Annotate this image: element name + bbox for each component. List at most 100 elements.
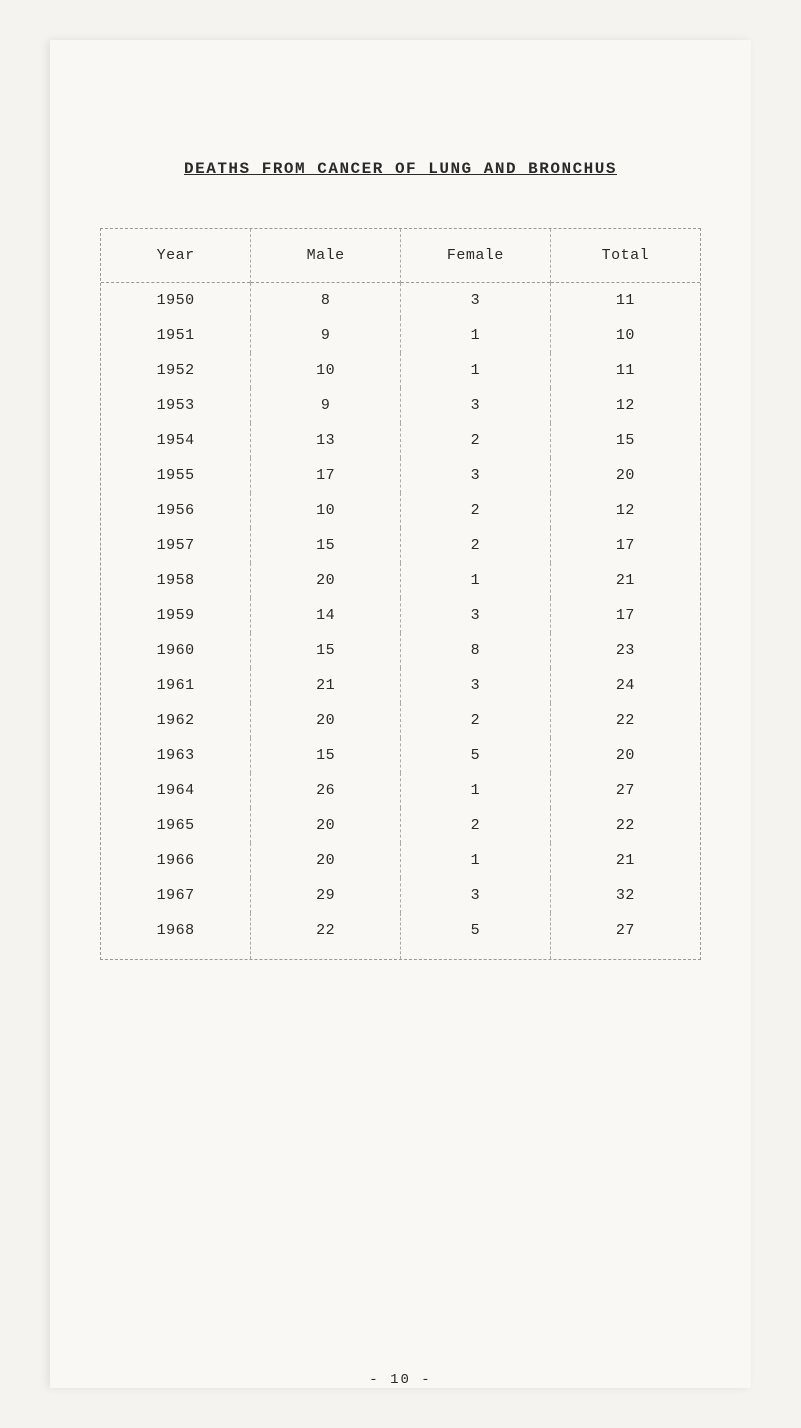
cell-total: 22 [550,703,700,738]
cell-female: 3 [401,878,551,913]
table-body: 1950 8 3 11 1951 9 1 10 1952 10 1 11 [101,283,700,960]
cell-female: 1 [401,773,551,808]
cell-female: 3 [401,283,551,319]
cell-total: 12 [550,493,700,528]
cell-year: 1962 [101,703,251,738]
table-row: 1966 20 1 21 [101,843,700,878]
cell-female: 3 [401,598,551,633]
cell-male: 20 [251,563,401,598]
cell-year: 1966 [101,843,251,878]
cell-total: 24 [550,668,700,703]
cell-male: 9 [251,388,401,423]
cell-male: 9 [251,318,401,353]
table-row: 1956 10 2 12 [101,493,700,528]
cell-male: 8 [251,283,401,319]
cell-male: 14 [251,598,401,633]
table-row: 1950 8 3 11 [101,283,700,319]
cell-year: 1957 [101,528,251,563]
cell-female: 2 [401,528,551,563]
table-row: 1951 9 1 10 [101,318,700,353]
cell-year: 1958 [101,563,251,598]
cell-female: 2 [401,493,551,528]
cell-female: 2 [401,423,551,458]
cell-total: 20 [550,738,700,773]
cell-year: 1956 [101,493,251,528]
cell-total: 23 [550,633,700,668]
cell-male: 15 [251,738,401,773]
cell-total: 17 [550,528,700,563]
table-row: 1955 17 3 20 [101,458,700,493]
cell-female: 1 [401,353,551,388]
cell-male: 26 [251,773,401,808]
table-row: 1954 13 2 15 [101,423,700,458]
cell-total: 27 [550,773,700,808]
cell-male: 13 [251,423,401,458]
header-male: Male [251,229,401,283]
cell-year: 1965 [101,808,251,843]
cell-male: 22 [251,913,401,959]
table-row: 1952 10 1 11 [101,353,700,388]
cell-year: 1964 [101,773,251,808]
header-total: Total [550,229,700,283]
cell-total: 11 [550,283,700,319]
table-row: 1965 20 2 22 [101,808,700,843]
cell-male: 21 [251,668,401,703]
table-title: DEATHS FROM CANCER OF LUNG AND BRONCHUS [100,160,701,178]
cell-year: 1950 [101,283,251,319]
cell-total: 32 [550,878,700,913]
cell-male: 15 [251,633,401,668]
cell-female: 1 [401,843,551,878]
cell-male: 17 [251,458,401,493]
cell-male: 10 [251,493,401,528]
cell-year: 1961 [101,668,251,703]
table-row: 1961 21 3 24 [101,668,700,703]
table-row: 1968 22 5 27 [101,913,700,959]
table-row: 1957 15 2 17 [101,528,700,563]
cell-total: 22 [550,808,700,843]
cell-male: 29 [251,878,401,913]
cell-year: 1967 [101,878,251,913]
table-row: 1958 20 1 21 [101,563,700,598]
cell-total: 17 [550,598,700,633]
cell-year: 1960 [101,633,251,668]
table-row: 1959 14 3 17 [101,598,700,633]
cell-total: 10 [550,318,700,353]
cell-female: 8 [401,633,551,668]
cell-year: 1951 [101,318,251,353]
page-container: DEATHS FROM CANCER OF LUNG AND BRONCHUS … [50,40,751,1388]
cell-year: 1953 [101,388,251,423]
cell-female: 3 [401,458,551,493]
cell-female: 1 [401,563,551,598]
table-row: 1963 15 5 20 [101,738,700,773]
cell-total: 11 [550,353,700,388]
cell-male: 20 [251,703,401,738]
cell-total: 21 [550,563,700,598]
header-female: Female [401,229,551,283]
cell-male: 10 [251,353,401,388]
cell-female: 1 [401,318,551,353]
deaths-table: Year Male Female Total 1950 8 3 11 1951 … [101,229,700,959]
header-year: Year [101,229,251,283]
table-header-row: Year Male Female Total [101,229,700,283]
table-row: 1962 20 2 22 [101,703,700,738]
cell-year: 1952 [101,353,251,388]
table-row: 1964 26 1 27 [101,773,700,808]
cell-male: 15 [251,528,401,563]
cell-year: 1955 [101,458,251,493]
page-number: - 10 - [369,1372,431,1388]
cell-total: 27 [550,913,700,959]
cell-year: 1963 [101,738,251,773]
table-row: 1953 9 3 12 [101,388,700,423]
cell-male: 20 [251,808,401,843]
cell-total: 15 [550,423,700,458]
cell-female: 5 [401,738,551,773]
cell-female: 2 [401,808,551,843]
cell-year: 1968 [101,913,251,959]
cell-male: 20 [251,843,401,878]
cell-total: 12 [550,388,700,423]
cell-total: 21 [550,843,700,878]
table-row: 1960 15 8 23 [101,633,700,668]
cell-female: 2 [401,703,551,738]
table-wrapper: Year Male Female Total 1950 8 3 11 1951 … [100,228,701,960]
cell-female: 3 [401,388,551,423]
